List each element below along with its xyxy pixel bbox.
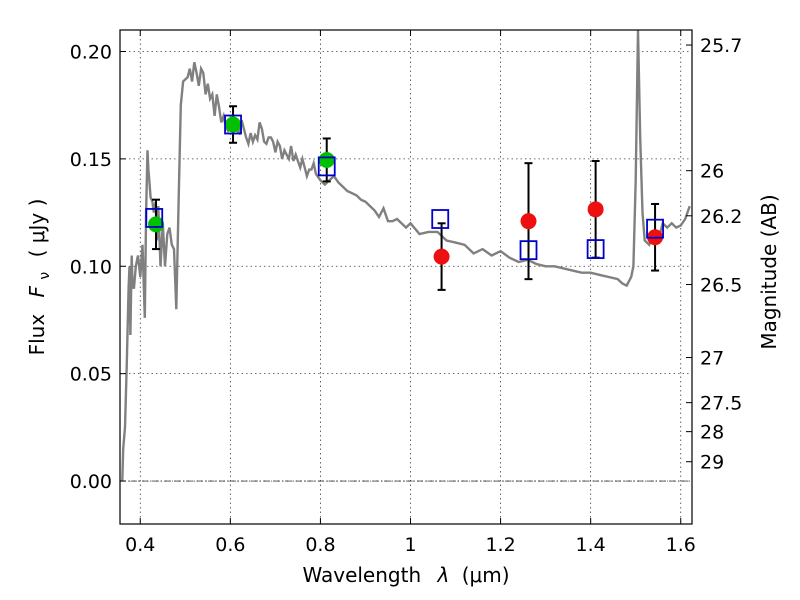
magnitude-tick-label: 27.5: [700, 393, 742, 415]
model-photometry-square: [145, 208, 164, 228]
y-tick-label: 0.15: [70, 149, 112, 171]
model-photometry-square: [224, 114, 242, 135]
magnitude-tick-label: 29: [700, 452, 724, 474]
nir-photometry-point: [587, 201, 604, 218]
x-axis-unit: (μm): [462, 563, 510, 587]
y-axis-symbol: F: [25, 285, 49, 297]
nir-photometry-point: [520, 213, 537, 230]
magnitude-tick-label: 26.2: [700, 206, 742, 228]
model-photometry-square: [586, 239, 605, 259]
y-axis-subscript: ν: [37, 272, 53, 280]
magnitude-tick-label: 25.7: [700, 35, 742, 57]
x-axis-ticks: 0.4 0.6 0.8 1 1.2 1.4 1.6: [125, 30, 696, 556]
y-tick-label: 0.20: [70, 41, 112, 63]
optical-photometry-point: [318, 151, 335, 168]
y-axis-ticks: 0.00 0.05 0.10 0.15 0.20: [70, 41, 126, 493]
x-tick-label: 1.6: [666, 534, 696, 556]
y-axis-unit: ( μJy ): [25, 199, 49, 258]
x-axis-symbol: λ: [437, 563, 450, 587]
photometry-markers: [148, 116, 664, 265]
plot-frame: [119, 29, 693, 525]
y-tick-label: 0.10: [70, 256, 112, 278]
y-axis-label: Flux: [25, 314, 49, 356]
x-tick-label: 0.6: [215, 534, 245, 556]
y-tick-label: 0.05: [70, 364, 112, 386]
model-sed-line: [121, 30, 691, 482]
optical-photometry-point: [225, 116, 242, 133]
model-photometry-square: [317, 156, 336, 177]
x-tick-label: 0.8: [305, 534, 335, 556]
x-tick-label: 1: [404, 534, 416, 556]
nir-photometry-point: [433, 248, 450, 265]
magnitude-tick-label: 26.5: [700, 275, 742, 297]
right-axis-title: Magnitude (AB): [757, 194, 781, 349]
magnitude-axis-ticks: 25.7 26 26.2 26.5 27 27.5 28 29: [686, 35, 742, 474]
grid-lines: [120, 30, 692, 524]
y-axis-title: Flux F ν ( μJy ): [25, 199, 54, 356]
y-tick-label: 0.00: [70, 471, 112, 493]
model-photometry-square: [646, 218, 664, 239]
x-tick-label: 0.4: [125, 534, 155, 556]
optical-photometry-point: [148, 216, 165, 233]
model-photometry-square: [431, 209, 450, 229]
x-axis-title: Wavelength λ (μm): [302, 563, 509, 587]
magnitude-tick-label: 26: [700, 161, 724, 183]
model-photometry-square: [519, 240, 538, 261]
magnitude-tick-label: 28: [700, 422, 724, 444]
x-axis-label: Wavelength: [302, 563, 421, 587]
x-tick-label: 1.2: [485, 534, 515, 556]
magnitude-tick-label: 27: [700, 348, 724, 370]
model-photometry-markers: [145, 114, 664, 261]
x-tick-label: 1.4: [576, 534, 606, 556]
